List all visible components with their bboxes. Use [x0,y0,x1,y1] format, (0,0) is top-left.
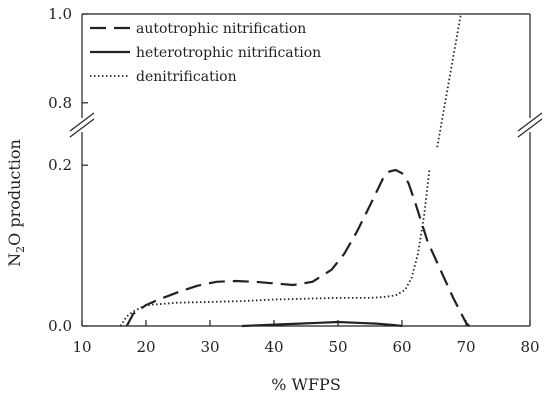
series-group [119,13,470,328]
left-break-mark-1 [69,112,95,132]
right-break-mark-2 [517,118,543,138]
legend-label: denitrification [136,69,237,85]
y-tick-label: 0.2 [48,156,72,174]
y-axis-label: N2O production [5,139,27,267]
tick-group: 10 20 30 40 50 60 70 80 0.0 0.2 0.8 1.0 [48,5,539,356]
x-tick-label: 10 [72,338,91,356]
y-tick-label: 0.0 [48,317,72,335]
y-tick-label: 1.0 [48,5,72,23]
plot-frame [81,13,531,327]
legend-label: autotrophic nitrification [136,21,306,37]
axis-break-marks [69,112,543,138]
y-tick-label: 0.8 [48,94,72,112]
x-tick-label: 40 [264,338,283,356]
series-line-solid [241,320,403,328]
x-tick-label: 20 [136,338,155,356]
x-tick-label: 70 [456,338,475,356]
x-axis-label: % WFPS [271,375,341,394]
x-tick-label: 30 [200,338,219,356]
x-tick-label: 60 [392,338,411,356]
right-break-mark-1 [517,112,543,132]
left-break-mark-2 [69,118,95,138]
x-tick-label: 80 [520,338,539,356]
series-line-dotted-part-2 [436,13,462,148]
series-line-dashed [125,168,470,327]
y-axis-label-subscript: 2 [14,246,27,253]
x-tick-label: 50 [328,338,347,356]
y-axis-label-rest: O production [5,139,24,246]
series-line-dotted-part-1 [119,169,431,327]
y-axis-label-main: N [5,253,24,267]
legend: autotrophic nitrification heterotrophic n… [90,21,321,85]
legend-label: heterotrophic nitrification [136,45,321,61]
